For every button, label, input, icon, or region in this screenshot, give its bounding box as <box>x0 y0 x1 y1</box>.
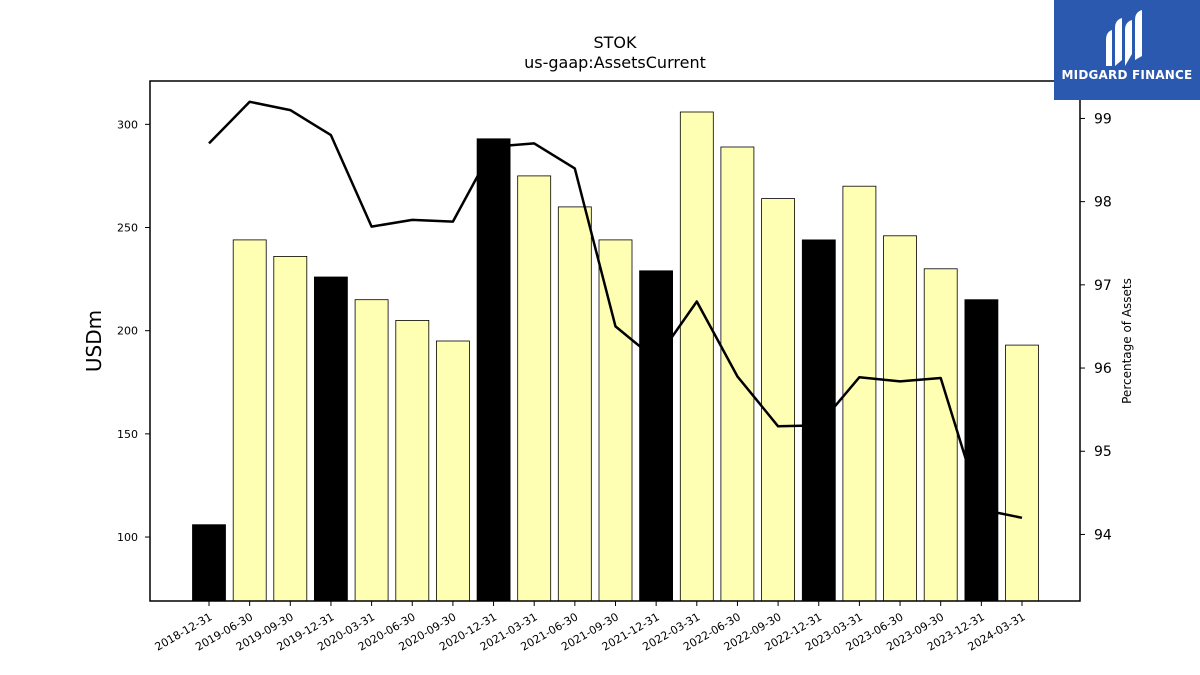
title-group: STOK us-gaap:AssetsCurrent <box>524 33 706 72</box>
y2-tick-label: 94 <box>1094 527 1112 543</box>
bar-2022-09-30 <box>761 198 795 602</box>
bar-2022-12-31 <box>801 239 836 602</box>
bar-2019-06-30 <box>232 239 267 602</box>
y2-tick-label: 95 <box>1094 444 1112 460</box>
logo-badge: MIDGARD FINANCE <box>1054 0 1200 100</box>
y2-tick-label: 97 <box>1094 278 1112 294</box>
bar-2023-12-31 <box>964 299 999 602</box>
y-tick-label: 200 <box>117 325 138 338</box>
bar-2018-12-31 <box>192 524 226 602</box>
bar-2022-03-31 <box>679 111 714 602</box>
bar-2024-03-31 <box>1005 344 1039 602</box>
bar-2023-09-30 <box>923 268 958 602</box>
y-tick-label: 300 <box>117 118 138 131</box>
y2-tick-label: 98 <box>1094 195 1112 211</box>
bar-2020-06-30 <box>395 319 430 602</box>
bar-2019-12-31 <box>313 276 348 602</box>
y2-tick-label: 99 <box>1094 111 1112 127</box>
bars-layer <box>192 111 1039 602</box>
percentage-line <box>208 100 1023 520</box>
midgard-logo-icon <box>1106 10 1142 66</box>
bar-2023-03-31 <box>842 185 877 602</box>
bar-2019-09-30 <box>273 255 308 602</box>
bar-2021-03-31 <box>517 175 552 602</box>
y-tick-label: 100 <box>117 531 138 544</box>
y-axis-left: 100 150 200 250 300 <box>117 118 150 544</box>
y-tick-label: 150 <box>117 428 138 441</box>
bar-2020-12-31 <box>476 138 511 602</box>
logo-text: MIDGARD FINANCE <box>1061 68 1193 82</box>
x-axis: 2018-12-312019-06-302019-09-302019-12-31… <box>153 601 1028 654</box>
y2-axis-label: Percentage of Assets <box>1120 278 1134 404</box>
line-layer <box>208 100 1023 520</box>
bar-2020-03-31 <box>354 299 389 602</box>
bar-2023-06-30 <box>883 235 917 602</box>
y-axis-right: 94 95 96 97 98 99 <box>1080 111 1112 543</box>
y2-tick-label: 96 <box>1094 361 1112 377</box>
chart-title: STOK <box>593 33 637 52</box>
bar-2021-12-31 <box>639 270 673 602</box>
chart-subtitle: us-gaap:AssetsCurrent <box>524 53 706 72</box>
bar-2021-06-30 <box>557 206 592 602</box>
bar-2021-09-30 <box>598 239 633 602</box>
y-tick-label: 250 <box>117 222 138 235</box>
bar-2020-09-30 <box>435 340 470 602</box>
y-axis-label: USDm <box>82 310 106 372</box>
